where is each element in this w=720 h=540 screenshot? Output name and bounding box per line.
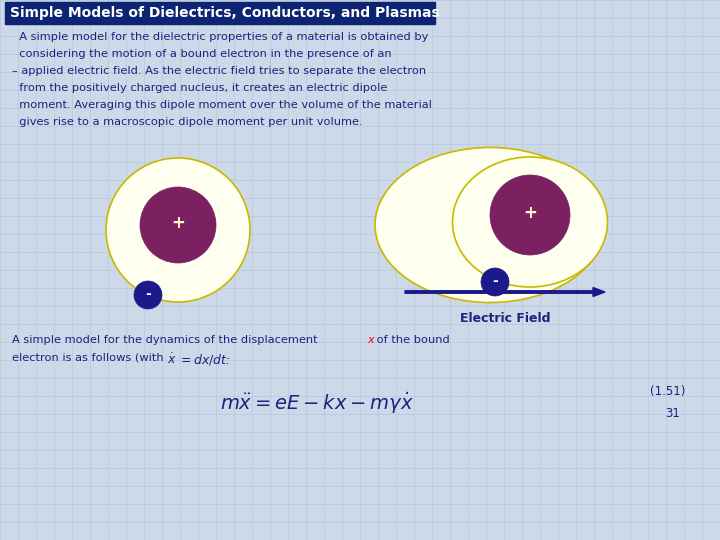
Text: $m\ddot{x} = eE - kx - m\gamma\dot{x}$: $m\ddot{x} = eE - kx - m\gamma\dot{x}$ [220,390,414,416]
Text: gives rise to a macroscopic dipole moment per unit volume.: gives rise to a macroscopic dipole momen… [12,117,363,127]
Ellipse shape [452,157,608,287]
Circle shape [134,281,162,309]
Ellipse shape [375,147,605,302]
Text: (1.51): (1.51) [650,385,685,398]
Text: moment. Averaging this dipole moment over the volume of the material: moment. Averaging this dipole moment ove… [12,100,432,110]
Text: of the bound: of the bound [373,335,450,345]
Circle shape [106,158,250,302]
Text: electron is as follows (with: electron is as follows (with [12,352,171,362]
Text: -: - [145,287,151,301]
FancyArrow shape [405,287,605,296]
Text: Simple Models of Dielectrics, Conductors, and Plasmas: Simple Models of Dielectrics, Conductors… [10,6,440,20]
Circle shape [490,175,570,255]
Text: Electric Field: Electric Field [460,312,550,325]
Text: x: x [367,335,374,345]
Text: A simple model for the dynamics of the displacement: A simple model for the dynamics of the d… [12,335,321,345]
Text: 31: 31 [665,407,680,420]
Text: +: + [171,214,185,232]
Text: -: - [492,274,498,288]
Text: $\dot{x}$: $\dot{x}$ [167,352,177,367]
Text: – applied electric field. As the electric field tries to separate the electron: – applied electric field. As the electri… [12,66,426,76]
Text: +: + [523,204,537,222]
Text: from the positively charged nucleus, it creates an electric dipole: from the positively charged nucleus, it … [12,83,387,93]
FancyBboxPatch shape [5,2,435,24]
Text: A simple model for the dielectric properties of a material is obtained by: A simple model for the dielectric proper… [12,32,428,42]
Text: $= dx/dt$:: $= dx/dt$: [178,352,231,367]
Circle shape [140,187,216,263]
Text: considering the motion of a bound electron in the presence of an: considering the motion of a bound electr… [12,49,392,59]
Circle shape [481,268,509,296]
